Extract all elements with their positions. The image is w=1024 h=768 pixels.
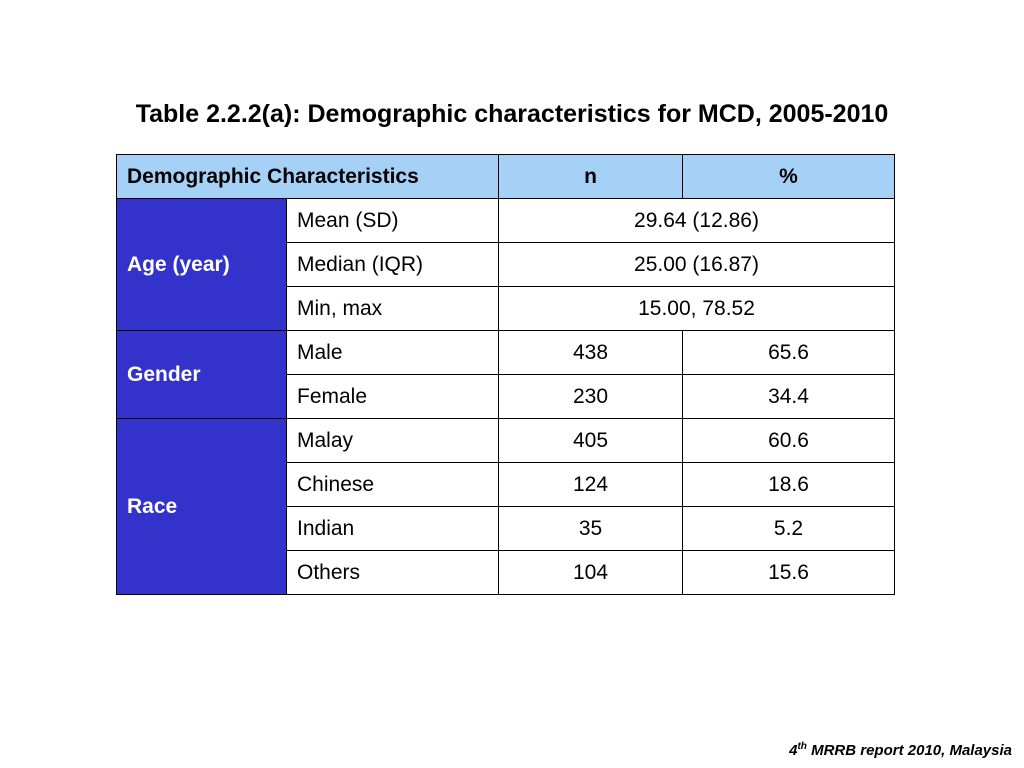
table-title: Table 2.2.2(a): Demographic characterist…: [135, 100, 889, 128]
row-percent: 65.6: [682, 330, 895, 375]
row-label: Median (IQR): [286, 242, 499, 287]
group-label-gender: Gender: [116, 330, 287, 419]
demographic-table: Demographic Characteristics n % Age (yea…: [116, 154, 895, 595]
table-row: Female 230 34.4: [117, 374, 895, 419]
row-percent: 15.6: [682, 550, 895, 595]
row-value: 29.64 (12.86): [498, 198, 895, 243]
row-label: Female: [286, 374, 499, 419]
row-label: Others: [286, 550, 499, 595]
row-label: Min, max: [286, 286, 499, 331]
row-percent: 60.6: [682, 418, 895, 463]
footer-superscript: th: [797, 741, 807, 752]
row-n: 124: [498, 462, 683, 507]
row-label: Chinese: [286, 462, 499, 507]
table-row: Min, max 15.00, 78.52: [117, 286, 895, 331]
table-row: Median (IQR) 25.00 (16.87): [117, 242, 895, 287]
row-percent: 34.4: [682, 374, 895, 419]
row-label: Mean (SD): [286, 198, 499, 243]
footer-citation: 4th MRRB report 2010, Malaysia: [789, 741, 1012, 759]
row-label: Male: [286, 330, 499, 375]
row-label: Indian: [286, 506, 499, 551]
row-n: 35: [498, 506, 683, 551]
row-label: Malay: [286, 418, 499, 463]
table-row: Others 104 15.6: [117, 550, 895, 595]
row-n: 438: [498, 330, 683, 375]
table-row: Gender Male 438 65.6: [116, 330, 895, 419]
row-n: 230: [498, 374, 683, 419]
group-label-age: Age (year): [116, 198, 287, 331]
footer-text: MRRB report 2010, Malaysia: [806, 742, 1012, 759]
table-row: Indian 35 5.2: [117, 506, 895, 551]
row-percent: 5.2: [682, 506, 895, 551]
row-n: 405: [498, 418, 683, 463]
table-row: Race Malay 405 60.6: [116, 418, 895, 595]
table-row: Age (year) Mean (SD) 29.64 (12.86): [116, 198, 895, 331]
footer-number: 4: [789, 742, 798, 759]
header-percent: %: [682, 154, 895, 199]
row-percent: 18.6: [682, 462, 895, 507]
row-n: 104: [498, 550, 683, 595]
header-characteristics: Demographic Characteristics: [116, 154, 499, 199]
table-header-row: Demographic Characteristics n %: [116, 154, 895, 199]
row-value: 25.00 (16.87): [498, 242, 895, 287]
table-row: Chinese 124 18.6: [117, 462, 895, 507]
row-value: 15.00, 78.52: [498, 286, 895, 331]
header-n: n: [498, 154, 683, 199]
group-label-race: Race: [116, 418, 287, 595]
